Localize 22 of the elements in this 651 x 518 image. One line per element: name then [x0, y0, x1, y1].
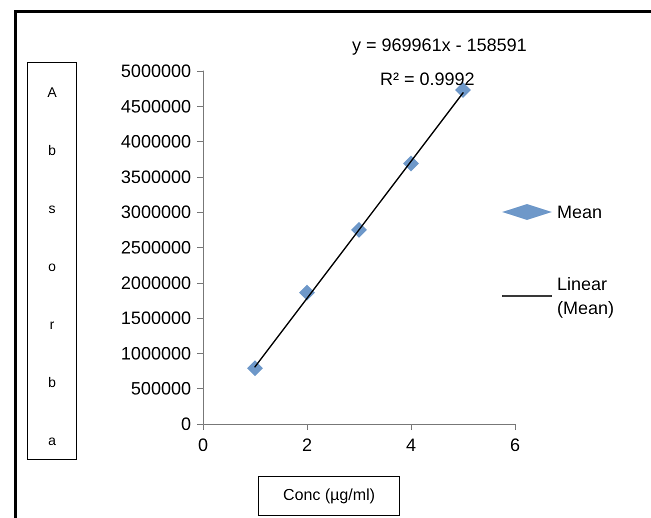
annotation: R² = 0.9992 [380, 69, 475, 89]
x-tick-label: 4 [406, 435, 416, 455]
y-tick-label: 500000 [130, 378, 191, 399]
y-tick-label: 4000000 [120, 132, 191, 152]
y-tick-label: 3000000 [120, 202, 191, 222]
legend-label: Linear (Mean) [557, 274, 614, 318]
x-tick-label: 6 [510, 435, 520, 455]
y-tick-label: 2500000 [120, 238, 191, 258]
y-tick-label: 0 [180, 414, 191, 434]
text: Absorba [47, 84, 57, 448]
y-tick-label: 4500000 [120, 96, 191, 116]
text: y = 969961x - 158591 [352, 35, 527, 55]
x-axis-title: Conc (µg/ml) [258, 476, 400, 516]
y-tick-label: 1000000 [120, 343, 191, 364]
x-tick-label: 0 [198, 435, 208, 455]
y-tick-label: 3500000 [120, 166, 191, 187]
y-tick-label: 2000000 [120, 272, 191, 293]
y-tick-label: 1500000 [120, 308, 191, 328]
x-tick-label: 2 [302, 435, 312, 455]
y-tick-label: 5000000 [120, 61, 191, 81]
point [247, 360, 263, 376]
legend-label: Mean [557, 202, 602, 222]
